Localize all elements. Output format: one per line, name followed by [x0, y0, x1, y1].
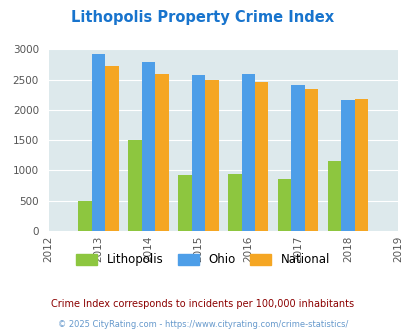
Bar — [241, 74, 254, 231]
Text: Lithopolis Property Crime Index: Lithopolis Property Crime Index — [71, 10, 334, 25]
Bar — [277, 179, 291, 231]
Bar — [304, 89, 318, 231]
Bar — [291, 85, 304, 231]
Bar — [141, 62, 155, 231]
Bar — [254, 82, 268, 231]
Bar — [205, 80, 218, 231]
Bar — [341, 100, 354, 231]
Bar — [92, 54, 105, 231]
Bar — [128, 140, 141, 231]
Bar — [228, 174, 241, 231]
Bar — [155, 74, 168, 231]
Legend: Lithopolis, Ohio, National: Lithopolis, Ohio, National — [76, 253, 329, 266]
Bar — [327, 161, 341, 231]
Bar — [105, 66, 119, 231]
Text: © 2025 CityRating.com - https://www.cityrating.com/crime-statistics/: © 2025 CityRating.com - https://www.city… — [58, 320, 347, 329]
Bar — [178, 175, 191, 231]
Bar — [191, 75, 205, 231]
Bar — [78, 201, 92, 231]
Text: Crime Index corresponds to incidents per 100,000 inhabitants: Crime Index corresponds to incidents per… — [51, 299, 354, 309]
Bar — [354, 99, 367, 231]
